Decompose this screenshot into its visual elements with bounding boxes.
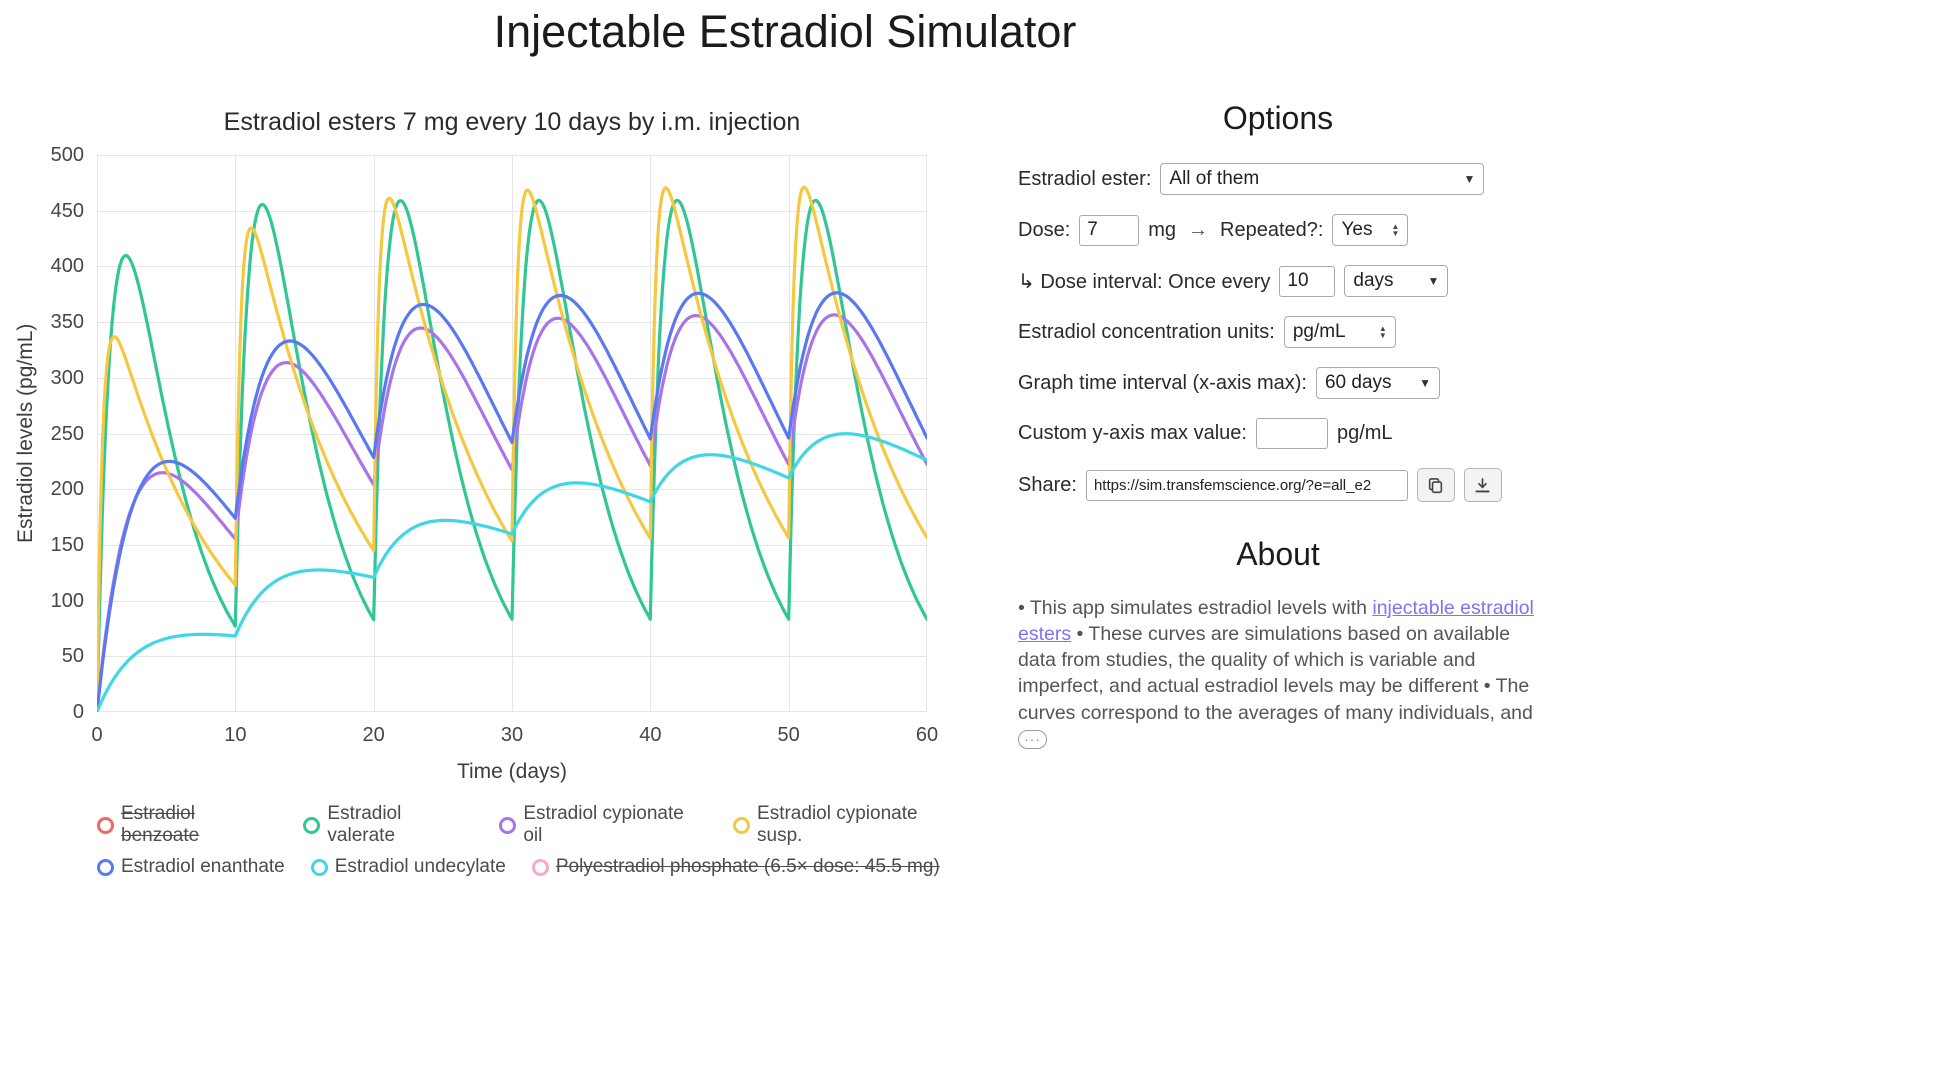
about-text: • This app simulates estradiol levels wi… xyxy=(1018,595,1538,752)
interval-unit-value: days xyxy=(1353,270,1394,291)
row-custom-ymax: Custom y-axis max value: pg/mL xyxy=(1018,418,1538,449)
spinner-arrows-icon: ▲ ▼ xyxy=(1378,324,1387,340)
about-segment-1: • This app simulates estradiol levels wi… xyxy=(1018,597,1373,619)
legend-label: Estradiol benzoate xyxy=(121,803,200,846)
row-dose-interval: ↳ Dose interval: Once every days ▼ xyxy=(1018,265,1538,297)
units-select-value: pg/mL xyxy=(1292,321,1346,342)
legend-item-estradiol-enanthate[interactable]: Estradiol enanthate xyxy=(97,856,285,878)
page-title: Injectable Estradiol Simulator xyxy=(493,6,1077,57)
interval-unit-select[interactable]: days ▼ xyxy=(1344,265,1449,297)
legend-row: Estradiol benzoate Estradiol valerate Estr… xyxy=(97,803,967,847)
chart-plot[interactable] xyxy=(97,155,927,712)
row-graph-time-interval: Graph time interval (x-axis max): 60 day… xyxy=(1018,367,1538,399)
chevron-down-icon: ▼ xyxy=(1463,172,1476,186)
x-tick-label: 40 xyxy=(639,724,662,746)
legend-item-polyestradiol-phosphate-6-5-dose-45-5-mg[interactable]: Polyestradiol phosphate (6.5× dose: 45.5… xyxy=(531,856,940,878)
row-concentration-units: Estradiol concentration units: pg/mL ▲ ▼ xyxy=(1018,316,1538,348)
xmax-select-value: 60 days xyxy=(1324,372,1392,393)
units-select[interactable]: pg/mL ▲ ▼ xyxy=(1283,316,1396,348)
legend-item-estradiol-valerate[interactable]: Estradiol valerate xyxy=(303,803,473,847)
chart-title: Estradiol esters 7 mg every 10 days by i… xyxy=(223,108,801,136)
y-axis-label: Estradiol levels (pg/mL) xyxy=(14,323,37,544)
interval-input[interactable] xyxy=(1279,265,1336,297)
legend-item-estradiol-cypionate-susp[interactable]: Estradiol cypionate susp. xyxy=(733,803,967,847)
copy-link-button[interactable] xyxy=(1416,468,1455,502)
chevron-down-icon: ▼ xyxy=(1427,274,1440,288)
xmax-select[interactable]: 60 days ▼ xyxy=(1315,367,1440,399)
x-tick-label: 10 xyxy=(224,724,247,746)
curve-estradiol-cypionate-susp xyxy=(97,185,927,712)
chart-legend: Estradiol benzoate Estradiol valerate Estr… xyxy=(97,803,967,878)
legend-label: Estradiol cypionate susp. xyxy=(757,803,918,846)
row-share: Share: xyxy=(1018,468,1538,502)
curve-estradiol-valerate xyxy=(97,198,927,712)
ymax-input[interactable] xyxy=(1255,418,1328,449)
dose-label: Dose: xyxy=(1018,218,1071,241)
legend-item-estradiol-undecylate[interactable]: Estradiol undecylate xyxy=(310,856,506,878)
interval-label: ↳ Dose interval: Once every xyxy=(1018,270,1271,293)
legend-label: Estradiol enanthate xyxy=(121,856,285,877)
ymax-label: Custom y-axis max value: xyxy=(1018,422,1247,444)
dose-unit-label: mg xyxy=(1148,218,1177,241)
legend-marker-icon xyxy=(531,858,549,876)
x-tick-label: 60 xyxy=(915,724,939,746)
options-heading: Options xyxy=(1222,100,1334,136)
arrow-right-icon: → xyxy=(1188,218,1209,241)
curve-estradiol-undecylate xyxy=(97,432,927,712)
x-tick-label: 0 xyxy=(91,724,103,746)
legend-marker-icon xyxy=(303,816,321,834)
copy-icon xyxy=(1429,477,1443,493)
dose-input[interactable] xyxy=(1079,214,1140,246)
legend-label: Estradiol cypionate oil xyxy=(523,803,684,846)
legend-label: Polyestradiol phosphate (6.5× dose: 45.5… xyxy=(555,856,940,877)
share-url-input[interactable] xyxy=(1085,469,1408,501)
about-heading: About xyxy=(1236,536,1320,572)
spinner-arrows-icon: ▲ ▼ xyxy=(1391,222,1400,238)
about-esters-link[interactable]: injectable estradiol esters xyxy=(1018,597,1534,646)
options-panel: Options Estradiol ester: All of them ▼ D… xyxy=(1018,100,1538,752)
row-dose: Dose: mg → Repeated?: Yes ▲▼ xyxy=(1018,214,1538,246)
legend-marker-icon xyxy=(499,816,517,834)
curve-estradiol-enanthate xyxy=(97,291,927,712)
legend-marker-icon xyxy=(310,858,328,876)
legend-row: Estradiol enanthate Estradiol undecylate P… xyxy=(97,856,967,878)
x-tick-label: 20 xyxy=(362,724,385,746)
legend-item-estradiol-benzoate[interactable]: Estradiol benzoate xyxy=(97,803,277,847)
ester-select-value: All of them xyxy=(1169,168,1260,189)
repeated-select[interactable]: Yes ▲ ▼ xyxy=(1332,214,1409,246)
chevron-down-icon: ▼ xyxy=(1419,376,1431,390)
legend-label: Estradiol undecylate xyxy=(334,856,506,877)
ester-label: Estradiol ester: xyxy=(1018,167,1152,190)
about-segment-2: • These curves are simulations based on … xyxy=(1018,623,1533,724)
xmax-label: Graph time interval (x-axis max): xyxy=(1018,371,1307,394)
row-estradiol-ester: Estradiol ester: All of them ▼ xyxy=(1018,163,1538,195)
legend-marker-icon xyxy=(733,816,751,834)
repeated-label: Repeated?: xyxy=(1220,218,1324,241)
x-axis-label: Time (days) xyxy=(456,760,568,783)
ester-select[interactable]: All of them ▼ xyxy=(1160,163,1485,195)
x-tick-label: 30 xyxy=(500,724,524,746)
x-tick-label: 50 xyxy=(777,724,800,746)
expand-more-button[interactable]: ··· xyxy=(1018,729,1047,749)
ymax-unit-label: pg/mL xyxy=(1336,422,1393,444)
legend-marker-icon xyxy=(97,816,114,834)
units-label: Estradiol concentration units: xyxy=(1018,320,1275,343)
download-icon xyxy=(1475,477,1491,492)
repeated-select-value: Yes xyxy=(1341,219,1373,240)
legend-item-estradiol-cypionate-oil[interactable]: Estradiol cypionate oil xyxy=(499,803,707,847)
share-label: Share: xyxy=(1018,473,1077,496)
legend-marker-icon xyxy=(97,858,114,876)
legend-label: Estradiol valerate xyxy=(327,803,402,846)
download-button[interactable] xyxy=(1463,468,1502,502)
